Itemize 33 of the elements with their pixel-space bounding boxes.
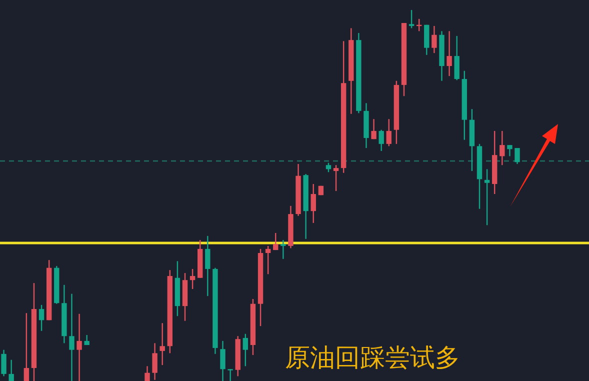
candlestick [265, 245, 271, 275]
candlestick [378, 129, 384, 152]
candlestick [432, 25, 437, 54]
annotation: 原油回踩尝试多 [285, 343, 460, 372]
candlestick [326, 162, 332, 173]
candlestick [424, 24, 430, 56]
candlestick [160, 322, 165, 366]
candlestick [220, 340, 226, 381]
candlestick [190, 268, 196, 290]
candlestick [38, 304, 44, 332]
candlestick [228, 368, 233, 381]
candlestick [242, 333, 248, 367]
candlestick [205, 235, 210, 297]
candlestick [273, 232, 278, 251]
candlestick [144, 366, 150, 381]
candlestick [386, 118, 392, 147]
candlestick [280, 239, 286, 260]
candlestick [446, 30, 452, 77]
candlestick [76, 313, 82, 381]
candlestick [507, 144, 512, 157]
candlestick [8, 359, 14, 381]
candlestick [152, 342, 158, 380]
candlestick [408, 9, 414, 29]
candlestick [514, 147, 520, 165]
candlestick [484, 168, 490, 226]
candlestick [454, 35, 460, 81]
candlestick [500, 130, 505, 166]
candlestick [1, 349, 6, 377]
candlestick [333, 164, 339, 192]
candlestick [371, 118, 376, 140]
candlestick [69, 293, 74, 381]
candlestick [310, 183, 316, 224]
candlestick [24, 312, 30, 381]
